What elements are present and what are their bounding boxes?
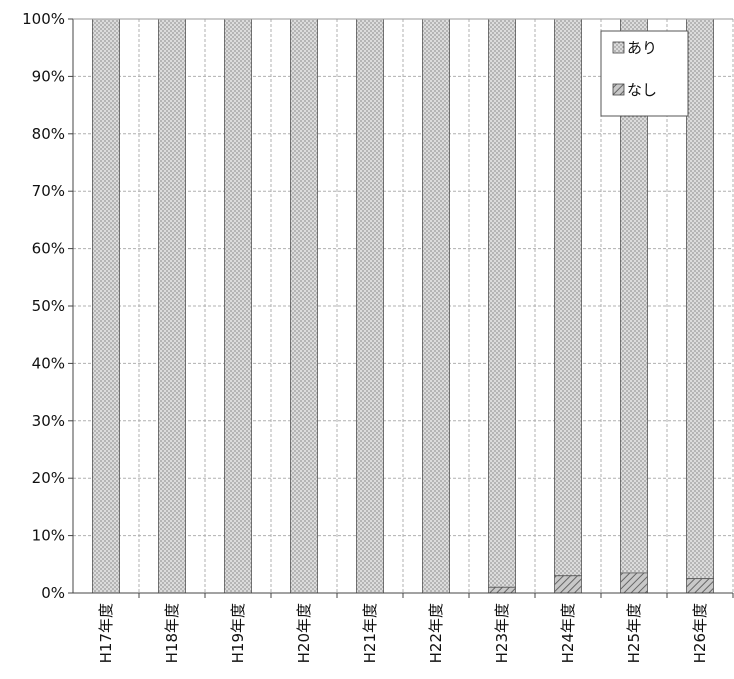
y-tick-label: 70%	[32, 182, 65, 200]
x-tick-label: H19年度	[229, 603, 247, 663]
legend-label: なし	[627, 81, 657, 99]
x-tick-label: H18年度	[163, 603, 181, 663]
x-tick-label: H26年度	[691, 603, 709, 663]
y-tick-label: 30%	[32, 412, 65, 430]
bar-ari	[554, 18, 582, 577]
bar-nashi	[620, 572, 648, 594]
y-tick-label: 100%	[22, 10, 65, 28]
bar-series	[92, 18, 714, 594]
x-tick-label: H22年度	[427, 603, 445, 663]
legend-label: あり	[627, 39, 657, 57]
x-tick-label: H25年度	[625, 603, 643, 663]
legend-swatch	[612, 41, 625, 54]
y-axis-tick-labels: 0% 10% 20% 30% 40% 50% 60% 70% 80% 90% 100%	[22, 10, 65, 602]
y-tick-label: 20%	[32, 469, 65, 487]
y-tick-label: 60%	[32, 240, 65, 258]
bar-ari	[158, 18, 186, 594]
x-tick-label: H20年度	[295, 603, 313, 663]
bar-ari	[686, 18, 714, 580]
bar-ari	[488, 18, 516, 588]
y-tick-label: 50%	[32, 297, 65, 315]
bar-nashi	[686, 578, 714, 594]
bar-nashi	[488, 586, 516, 594]
bar-ari	[92, 18, 120, 594]
bar-ari	[224, 18, 252, 594]
y-tick-label: 0%	[41, 584, 65, 602]
bar-ari	[356, 18, 384, 594]
x-axis-category-labels: H17年度 H18年度 H19年度 H20年度 H21年度 H22年度 H23年度 H24年度…	[97, 603, 709, 663]
y-tick-label: 10%	[32, 527, 65, 545]
y-tick-label: 80%	[32, 125, 65, 143]
x-tick-label: H21年度	[361, 603, 379, 663]
bar-nashi	[554, 575, 582, 594]
x-tick-label: H23年度	[493, 603, 511, 663]
bar-ari	[422, 18, 450, 594]
y-tick-label: 40%	[32, 354, 65, 372]
x-tick-label: H17年度	[97, 603, 115, 663]
axes	[68, 18, 734, 598]
legend-swatch	[612, 83, 625, 96]
x-tick-label: H24年度	[559, 603, 577, 663]
y-tick-label: 90%	[32, 67, 65, 85]
bar-ari	[290, 18, 318, 594]
